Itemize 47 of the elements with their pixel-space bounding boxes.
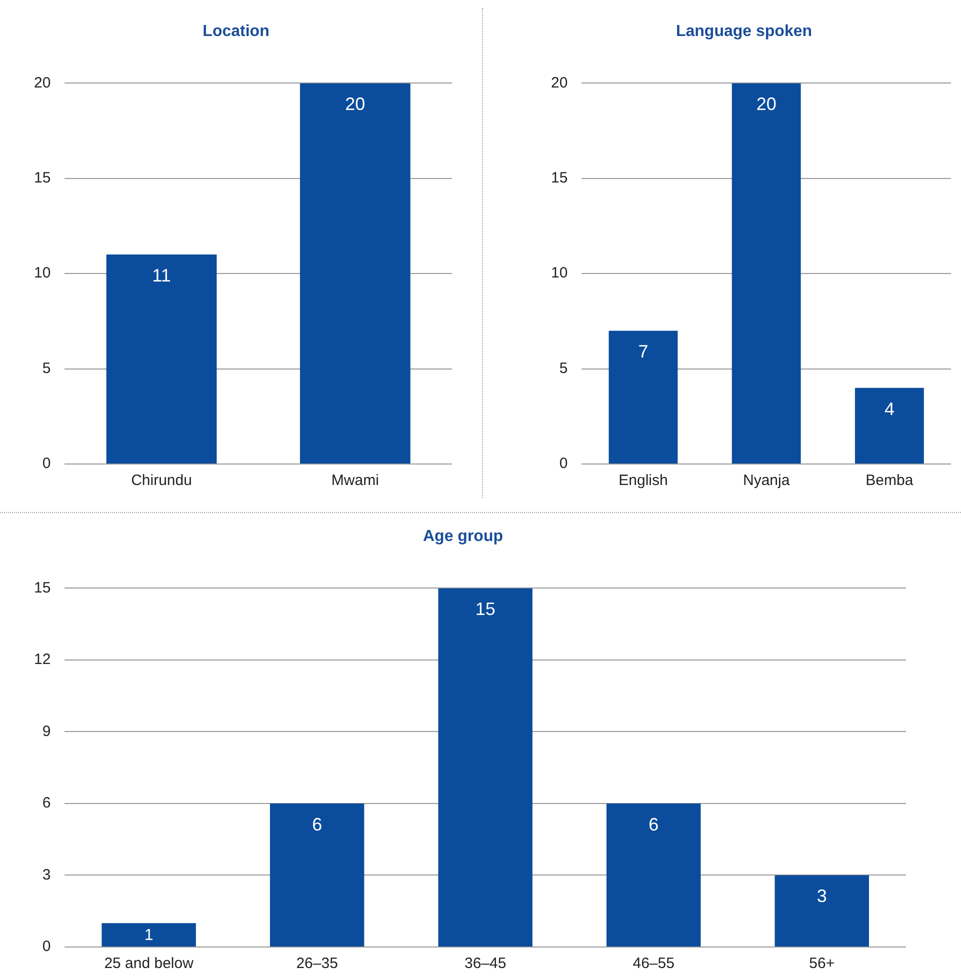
bar <box>270 803 364 946</box>
y-tick-label: 20 <box>550 74 568 92</box>
y-tick-label: 20 <box>34 74 51 92</box>
x-tick-label: 25 and below <box>104 955 194 972</box>
data-label: 6 <box>312 814 322 834</box>
y-tick-label: 0 <box>42 938 51 956</box>
data-label: 3 <box>816 886 827 906</box>
y-tick-label: 3 <box>42 866 51 884</box>
bar <box>854 388 924 464</box>
bar <box>732 83 801 464</box>
y-tick-label: 0 <box>559 455 568 472</box>
y-tick-label: 5 <box>559 360 568 377</box>
y-tick-label: 12 <box>34 651 51 668</box>
bar <box>608 330 678 464</box>
bar <box>606 803 701 946</box>
data-label: 6 <box>648 814 659 834</box>
x-tick-label: 26–35 <box>296 955 338 972</box>
y-tick-label: 10 <box>550 264 568 282</box>
x-tick-label: Chirundu <box>131 472 192 490</box>
x-tick-label: Nyanja <box>742 472 790 490</box>
x-tick-label: English <box>618 472 668 490</box>
y-tick-label: 10 <box>34 264 51 282</box>
chart-title: Location <box>202 23 270 40</box>
bar <box>102 923 196 946</box>
x-tick-label: 46–55 <box>632 955 674 972</box>
y-tick-label: 15 <box>34 170 51 187</box>
chart-title: Language spoken <box>676 23 812 40</box>
bar <box>774 875 869 946</box>
x-tick-label: 56+ <box>809 955 835 972</box>
data-label: 20 <box>345 94 366 114</box>
y-tick-label: 9 <box>42 722 51 740</box>
data-label: 11 <box>152 266 171 286</box>
data-label: 1 <box>144 927 154 944</box>
data-label: 20 <box>756 94 776 114</box>
x-tick-label: Mwami <box>331 472 379 490</box>
data-label: 15 <box>475 599 496 620</box>
x-tick-label: 36–45 <box>464 955 506 972</box>
y-tick-label: 6 <box>42 794 51 812</box>
y-tick-label: 0 <box>42 455 51 472</box>
x-tick-label: Bemba <box>866 472 914 490</box>
bar <box>438 588 532 946</box>
data-label: 7 <box>638 342 648 362</box>
y-tick-label: 15 <box>34 579 51 596</box>
chart-title: Age group <box>423 528 504 546</box>
data-label: 4 <box>884 398 894 419</box>
y-tick-label: 15 <box>550 170 568 187</box>
y-tick-label: 5 <box>42 360 51 377</box>
